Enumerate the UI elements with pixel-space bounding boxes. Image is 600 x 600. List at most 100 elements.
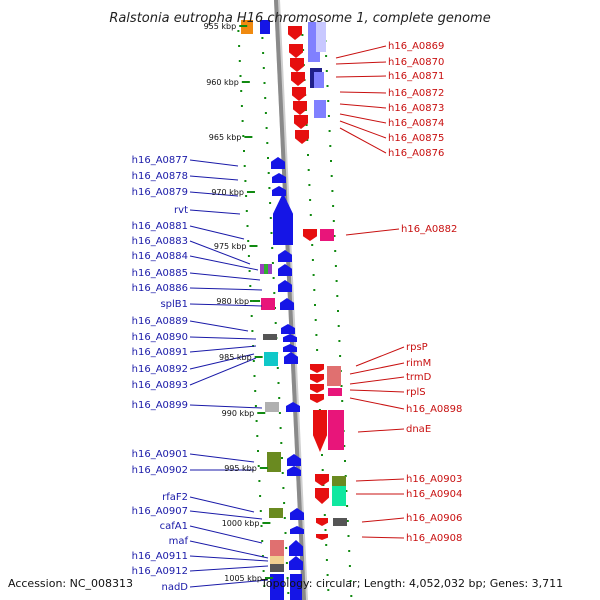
track-dot: [238, 45, 241, 47]
feature-gene-forward: [278, 280, 292, 292]
gene-label-left: h16_A0885: [132, 268, 188, 279]
track-dot: [343, 445, 346, 447]
gene-label-left: h16_A0878: [132, 171, 188, 182]
leader-line: [345, 228, 400, 236]
track-dot: [339, 355, 342, 357]
feature-gene: [328, 410, 344, 450]
track-dot: [347, 535, 350, 537]
backbone-line: [273, 0, 309, 600]
leader-line: [357, 428, 405, 433]
track-dot: [311, 244, 314, 246]
gene-label-right: h16_A0904: [406, 489, 462, 500]
feature-gene-reverse: [293, 101, 307, 115]
leader-line: [189, 209, 241, 215]
track-dot: [348, 550, 351, 552]
feature-gene: [328, 388, 342, 396]
track-dot: [282, 487, 285, 489]
track-dot: [254, 390, 257, 392]
feature-gene-reverse: [290, 58, 304, 72]
track-dot: [330, 175, 333, 177]
track-dot: [308, 184, 311, 186]
leader-line: [189, 191, 239, 197]
leader-line: [189, 357, 257, 386]
track-dot: [262, 67, 265, 69]
track-dot: [266, 142, 269, 144]
gene-label-right: h16_A0903: [406, 474, 462, 485]
gene-label-left: h16_A0881: [132, 221, 188, 232]
kbp-tick-label: 955 kbp: [204, 22, 237, 31]
feature-gene: [314, 100, 326, 118]
track-dot: [321, 454, 323, 456]
leader-line: [189, 159, 239, 167]
track-dot: [247, 240, 250, 242]
backbone-line: [273, 0, 307, 600]
track-dot: [252, 360, 255, 362]
feature-gene: [332, 476, 346, 486]
leader-line: [189, 345, 257, 353]
gene-label-right: dnaE: [406, 424, 431, 435]
kbp-tick-label: 970 kbp: [211, 188, 244, 197]
track-dot: [261, 555, 264, 557]
track-dot: [340, 385, 343, 387]
feature-gene-reverse: [292, 87, 306, 101]
feature-gene: [260, 20, 270, 34]
track-dot: [263, 82, 266, 84]
track-dot: [257, 465, 260, 467]
track-dot: [285, 562, 288, 564]
track-dot: [259, 495, 262, 497]
track-dot: [314, 319, 317, 321]
gene-label-left: h16_A0886: [132, 283, 188, 294]
track-dot: [248, 270, 251, 272]
track-dot: [311, 259, 314, 261]
gene-label-left: h16_A0911: [132, 551, 188, 562]
gene-label-left: h16_A0893: [132, 380, 188, 391]
track-dot: [256, 435, 259, 437]
track-dot: [338, 340, 341, 342]
feature-gene-reverse: [288, 26, 302, 40]
feature-gene-reverse: [310, 364, 324, 373]
leader-line: [355, 478, 405, 482]
track-dot: [245, 195, 248, 197]
gene-label-right: h16_A0874: [388, 118, 444, 129]
feature-gene-forward: [289, 540, 303, 556]
feature-gene: [263, 334, 277, 340]
feature-gene: [270, 574, 284, 600]
track-dot: [274, 322, 277, 324]
track-dot: [265, 127, 268, 129]
feature-gene-forward: [289, 556, 303, 570]
track-dot: [277, 382, 280, 384]
track-dot: [262, 52, 265, 54]
track-dot: [253, 375, 256, 377]
kbp-tick-label: 980 kbp: [216, 297, 249, 306]
track-dot: [280, 442, 283, 444]
track-dot: [346, 520, 349, 522]
kbp-tick-label: 1000 kbp: [222, 519, 260, 528]
track-dot: [278, 397, 281, 399]
gene-label-right: rplS: [406, 387, 426, 398]
feature-gene-forward: [287, 466, 301, 476]
gene-label-right: trmD: [406, 372, 432, 383]
track-dot: [243, 150, 245, 152]
feature-gene-reverse: [294, 115, 308, 129]
track-dot: [240, 90, 243, 92]
gene-label-left: h16_A0901: [132, 449, 188, 460]
leader-line: [335, 45, 387, 59]
leader-line: [349, 389, 405, 393]
feature-gene: [270, 556, 284, 564]
track-dot: [284, 532, 287, 534]
feature-gene-reverse: [316, 518, 328, 526]
leader-line: [339, 120, 387, 139]
feature-gene-forward: [280, 298, 294, 310]
track-dot: [315, 334, 318, 336]
kbp-tick-label: 1005 kbp: [224, 574, 262, 583]
feature-gene-reverse: [295, 130, 309, 144]
track-dot: [349, 580, 352, 582]
leader-line: [335, 61, 387, 65]
leader-line: [339, 91, 387, 94]
gene-label-right: h16_A0869: [388, 41, 444, 52]
track-dot: [250, 315, 253, 317]
track-dot: [331, 190, 334, 192]
track-dot: [334, 265, 337, 267]
kbp-ticks: 955 kbp 960 kbp 965 kbp 970 kbp 975 kbp 980 k…: [204, 22, 273, 583]
leader-line: [189, 404, 263, 409]
